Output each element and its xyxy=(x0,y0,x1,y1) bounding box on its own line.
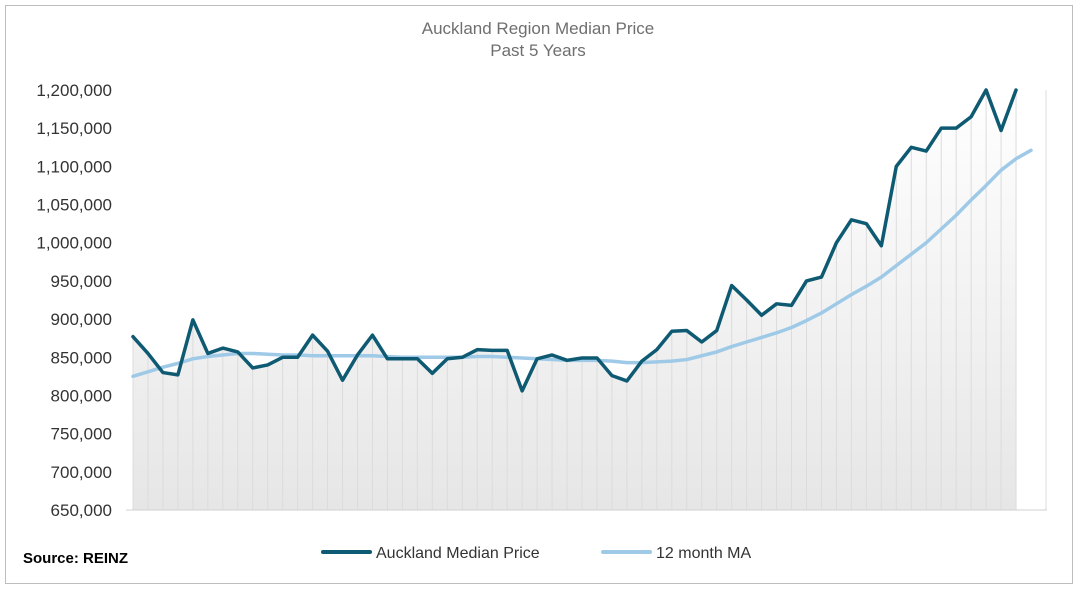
y-tick-label: 800,000 xyxy=(51,386,112,405)
y-tick-label: 1,200,000 xyxy=(36,81,112,100)
y-axis-ticks: 1,200,000 1,150,000 1,100,000 1,050,000 1,00… xyxy=(36,81,112,520)
y-tick-label: 950,000 xyxy=(51,272,112,291)
legend-label-12-month-ma: 12 month MA xyxy=(656,545,751,562)
chart-title: Auckland Region Median Price xyxy=(422,19,654,38)
y-tick-label: 750,000 xyxy=(51,425,112,444)
area-fill-layer xyxy=(133,90,1017,510)
y-tick-label: 1,050,000 xyxy=(36,196,112,215)
legend: Auckland Median Price 12 month MA xyxy=(321,545,751,562)
source-note: Source: REINZ xyxy=(23,550,128,567)
series-line-auckland-median-price xyxy=(131,88,1018,393)
series-line-12-month-ma xyxy=(131,148,1033,379)
drop-lines-layer xyxy=(132,90,1047,510)
chart-subtitle: Past 5 Years xyxy=(490,41,585,60)
y-tick-label: 900,000 xyxy=(51,310,112,329)
y-tick-label: 850,000 xyxy=(51,348,112,367)
area-fill xyxy=(133,90,1017,510)
y-tick-label: 650,000 xyxy=(51,501,112,520)
y-tick-label: 700,000 xyxy=(51,463,112,482)
series-layer xyxy=(131,88,1033,393)
y-tick-label: 1,150,000 xyxy=(36,119,112,138)
y-tick-label: 1,100,000 xyxy=(36,157,112,176)
legend-label-auckland-median-price: Auckland Median Price xyxy=(376,545,540,562)
y-tick-label: 1,000,000 xyxy=(36,234,112,253)
